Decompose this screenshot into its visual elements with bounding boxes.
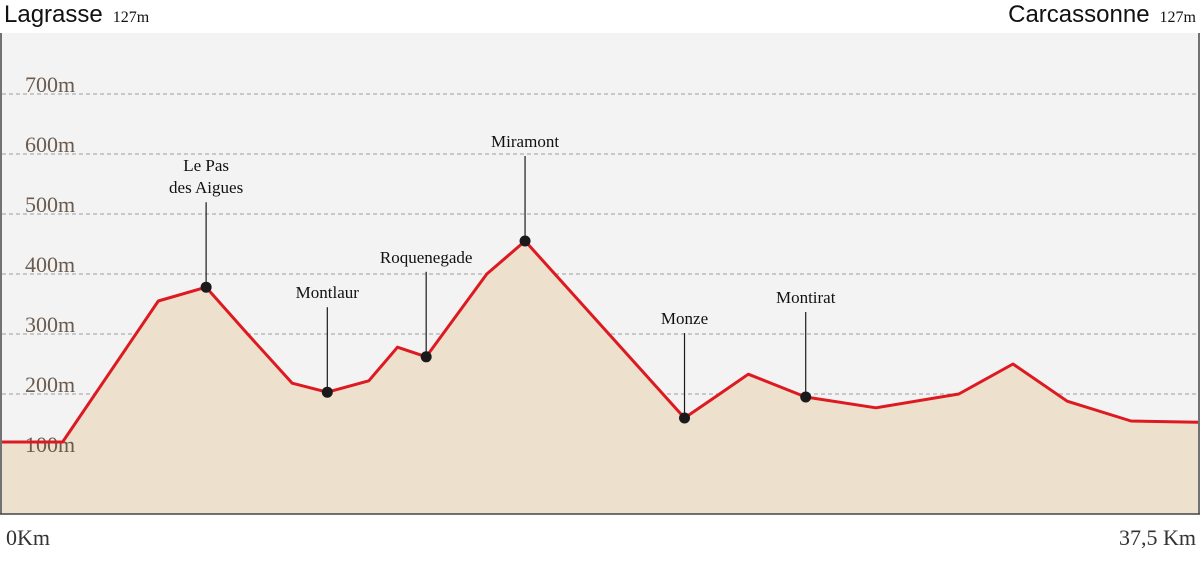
end-header: Carcassonne 127m xyxy=(1008,1,1196,28)
start-header: Lagrasse 127m xyxy=(4,1,150,28)
place-label: Montlaur xyxy=(296,283,360,302)
y-tick-label: 400m xyxy=(25,252,75,277)
place-marker: Le Pas des Aigues xyxy=(169,156,243,293)
marker-dot xyxy=(679,412,691,424)
x-label-start: 0Km xyxy=(6,525,50,550)
y-tick-label: 700m xyxy=(25,72,75,97)
elevation-line xyxy=(2,239,1199,444)
marker-dot xyxy=(420,351,432,363)
place-label: Roquenegade xyxy=(380,248,473,267)
end-elevation: 127m xyxy=(1160,9,1197,26)
place-marker: Montirat xyxy=(776,288,836,403)
place-label: Montirat xyxy=(776,288,836,307)
place-label: Le Pas des Aigues xyxy=(169,156,243,197)
place-label: Miramont xyxy=(491,132,559,151)
x-label-end: 37,5 Km xyxy=(1119,525,1196,550)
y-tick-label: 300m xyxy=(25,312,75,337)
marker-dot xyxy=(321,386,333,398)
marker-dot xyxy=(519,235,531,247)
place-marker: Miramont xyxy=(491,132,559,247)
marker-dot xyxy=(200,281,212,293)
y-tick-label: 200m xyxy=(25,372,75,397)
place-markers: Le Pas des Aigues Montlaur Roquenegade Miram… xyxy=(169,132,836,424)
end-place-name: Carcassonne xyxy=(1008,1,1149,28)
place-marker: Montlaur xyxy=(296,283,360,398)
y-tick-label: 600m xyxy=(25,132,75,157)
place-label: Monze xyxy=(661,309,708,328)
place-marker: Roquenegade xyxy=(380,248,473,363)
place-marker: Monze xyxy=(661,309,708,424)
start-elevation: 127m xyxy=(113,9,150,26)
y-tick-label: 500m xyxy=(25,192,75,217)
elevation-area xyxy=(2,241,1198,514)
marker-dot xyxy=(800,391,812,403)
start-place-name: Lagrasse xyxy=(4,1,103,28)
